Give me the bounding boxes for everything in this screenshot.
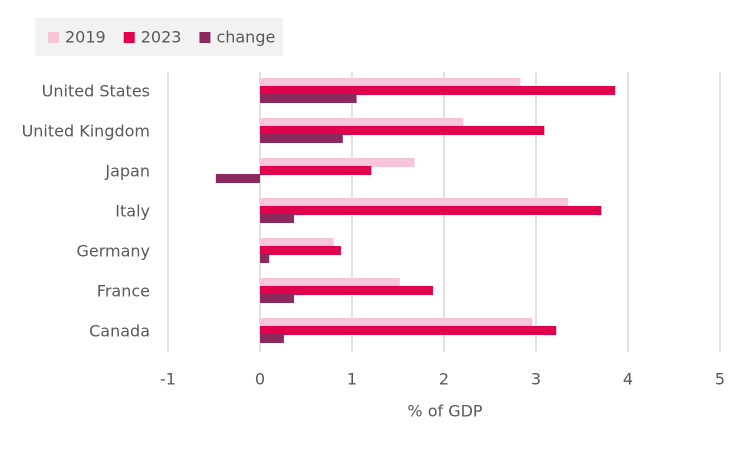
y-tick-label: United Kingdom [22,122,150,141]
bar [260,94,357,103]
y-tick-label: Japan [104,162,150,181]
bar [260,238,334,247]
bar [260,278,400,287]
bar [260,118,464,127]
bar [260,134,343,143]
legend-box [35,18,283,56]
x-tick-label: 3 [531,370,541,389]
x-axis-label: % of GDP [407,402,483,421]
legend-label: change [216,28,275,47]
bar [260,334,284,343]
bar [260,86,616,95]
bar [260,78,521,87]
x-tick-label: 5 [715,370,725,389]
y-tick-label: Italy [115,202,150,221]
bar [260,326,557,335]
bar [260,246,341,255]
bar [260,294,295,303]
legend-swatch [123,32,135,43]
bar [260,206,602,215]
y-tick-label: United States [42,82,150,101]
x-tick-label: 0 [255,370,265,389]
x-tick-label: 2 [439,370,449,389]
bar [260,318,533,327]
legend-label: 2023 [141,28,182,47]
bar [260,166,372,175]
bar [260,214,295,223]
bar [260,126,545,135]
y-tick-label: France [97,282,150,301]
legend-label: 2019 [65,28,106,47]
bar [260,254,270,263]
legend-swatch [48,32,59,43]
bar [260,286,433,295]
bar [260,198,569,207]
y-tick-label: Canada [89,322,150,341]
legend-swatch [199,32,211,43]
x-tick-label: 4 [623,370,633,389]
y-tick-label: Germany [76,242,150,261]
x-tick-label: 1 [347,370,357,389]
bar [260,158,415,167]
bar [215,174,260,183]
x-tick-label: -1 [160,370,176,389]
